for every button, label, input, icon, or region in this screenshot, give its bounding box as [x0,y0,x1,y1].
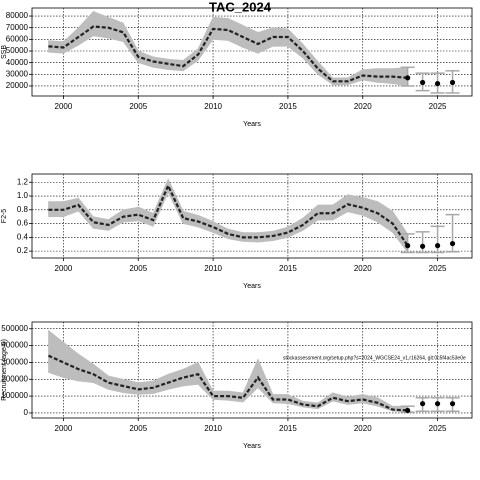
x-tick-label: 2010 [204,424,222,433]
y-tick-label: 70000 [6,23,29,32]
confidence-band [302,400,319,410]
confidence-band [242,24,259,54]
y-tick-label: 100000 [1,391,28,400]
confidence-band [122,378,139,395]
y-tick-label: 20000 [6,81,29,90]
x-tick-label: 2025 [429,102,447,111]
annotation: stockassessment.org/setup.php?s=2024_WGC… [283,355,466,361]
y-tick-label: 50000 [6,46,29,55]
confidence-band [332,194,349,221]
y-tick-label: 0.4 [17,232,29,241]
confidence-band [377,200,393,234]
x-tick-label: 2005 [129,102,147,111]
confidence-band [182,48,199,72]
y-tick-label: 0 [24,408,29,417]
confidence-band [63,341,79,382]
x-tick-label: 2020 [354,102,372,111]
x-tick-label: 2015 [279,264,297,273]
projection-point [420,401,426,407]
plot-frame [31,173,473,259]
projection-point [434,81,441,87]
x-axis-label: Years [243,443,261,450]
y-tick-label: 500000 [1,324,28,333]
projection-point [434,243,441,249]
projection-point [405,407,411,414]
projection-point [434,401,441,407]
y-tick-label: 400000 [1,341,28,350]
confidence-band [108,209,124,231]
y-tick-label: 40000 [6,58,29,67]
y-tick-label: 200000 [1,374,28,383]
x-tick-label: 2025 [429,264,447,273]
x-tick-label: 2010 [204,264,222,273]
x-tick-label: 2015 [279,102,297,111]
projection-point [405,75,411,81]
x-tick-label: 2015 [279,424,297,433]
confidence-band [93,10,109,39]
x-axis-label: Years [243,283,261,290]
x-tick-label: 2005 [129,264,147,273]
x-tick-label: 2020 [354,264,372,273]
confidence-band [137,50,154,68]
y-tick-label: 0.6 [17,219,29,228]
y-axis-label: SSB [1,45,8,59]
y-axis-label: Recruitment (age 0) [1,339,8,401]
plot-frame [31,321,473,419]
confidence-band [152,373,169,394]
estimate-line [48,25,408,83]
y-tick-label: 60000 [6,34,29,43]
y-tick-label: 300000 [1,358,28,367]
y-tick-label: 1.2 [17,177,29,186]
x-tick-label: 2020 [354,424,372,433]
x-tick-label: 2005 [129,424,147,433]
projection-point [405,243,411,249]
y-tick-label: 0.8 [17,205,29,214]
projection-point [449,401,456,407]
projection-point [420,243,426,249]
x-tick-label: 2025 [429,424,447,433]
confidence-band [362,197,379,223]
x-axis-label: Years [243,121,261,128]
estimate-line [48,354,408,412]
confidence-band [302,43,319,76]
plot-frame [31,7,473,97]
confidence-band [347,69,364,86]
y-axis-label: F2-5 [1,209,8,224]
projection-point [420,79,426,86]
estimate-line [48,183,409,247]
confidence-band [63,197,79,218]
x-tick-label: 2000 [55,102,73,111]
x-tick-label: 2000 [55,424,73,433]
x-tick-label: 2000 [55,264,73,273]
y-tick-label: 80000 [6,11,29,20]
confidence-band [197,17,214,62]
confidence-band [122,22,139,64]
confidence-band [317,60,334,86]
confidence-band [78,353,94,383]
y-tick-label: 1.0 [17,191,29,200]
confidence-band [93,363,109,390]
confidence-band [63,27,79,54]
confidence-band [317,392,334,410]
y-tick-label: 0.2 [17,246,29,255]
y-tick-label: 30000 [6,69,29,78]
chart-title: TAC_2024 [209,0,272,14]
confidence-band [48,329,64,378]
x-tick-label: 2010 [204,102,222,111]
projection-point [449,240,456,247]
projection-point [449,79,456,86]
